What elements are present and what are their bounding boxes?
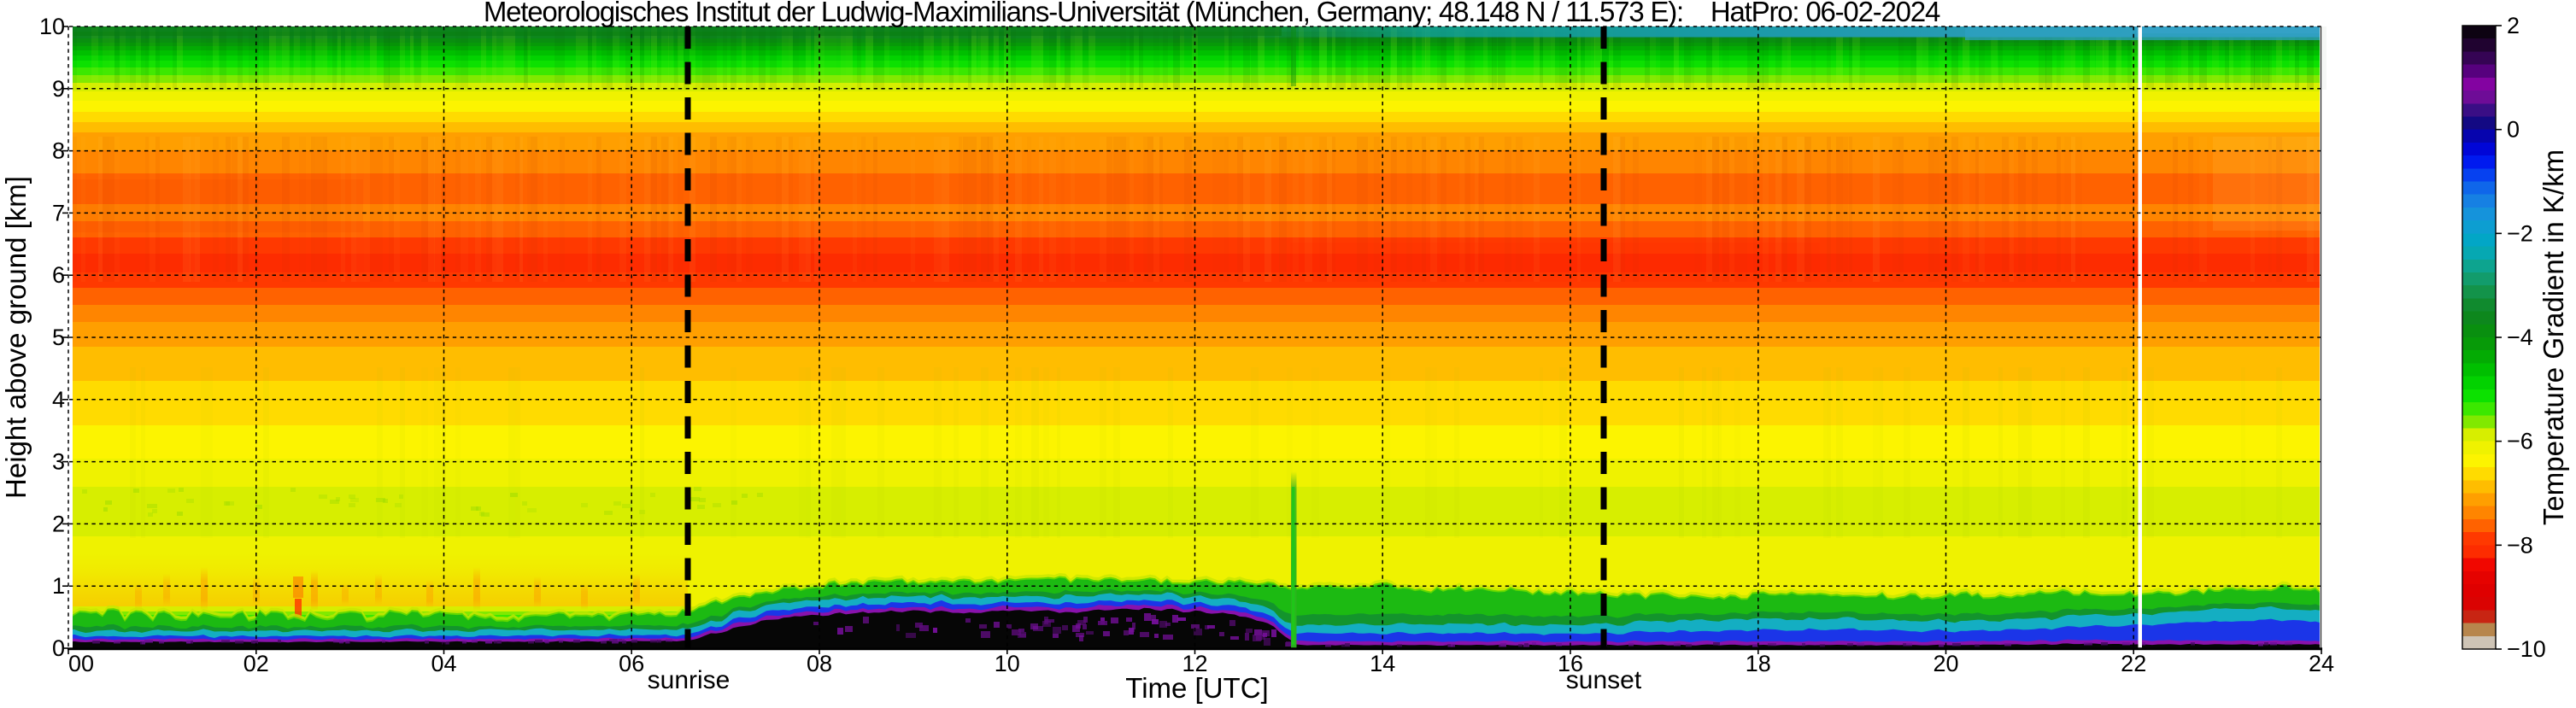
svg-text:6: 6	[52, 262, 65, 288]
svg-text:22: 22	[2121, 651, 2146, 676]
svg-text:Height above ground [km]: Height above ground [km]	[0, 176, 32, 499]
svg-text:10: 10	[39, 14, 65, 39]
svg-text:24: 24	[2309, 651, 2334, 676]
svg-text:8: 8	[52, 138, 65, 164]
svg-text:04: 04	[431, 651, 456, 676]
svg-text:20: 20	[1933, 651, 1958, 676]
svg-text:−8: −8	[2507, 532, 2533, 558]
svg-text:−4: −4	[2507, 325, 2533, 350]
svg-text:sunrise: sunrise	[648, 666, 731, 694]
svg-text:4: 4	[52, 387, 65, 413]
svg-text:9: 9	[52, 76, 65, 102]
svg-text:16: 16	[1558, 651, 1583, 676]
svg-text:06: 06	[619, 651, 644, 676]
svg-text:Meteorologisches Institut der: Meteorologisches Institut der Ludwig-Max…	[484, 0, 1940, 27]
svg-text:1: 1	[52, 573, 65, 599]
svg-text:Time [UTC]: Time [UTC]	[1125, 672, 1268, 704]
svg-text:14: 14	[1370, 651, 1395, 676]
svg-text:Temperature Gradient in K/km: Temperature Gradient in K/km	[2538, 149, 2569, 525]
svg-text:2: 2	[52, 511, 65, 536]
svg-text:sunset: sunset	[1566, 666, 1642, 694]
svg-text:3: 3	[52, 449, 65, 475]
svg-text:0: 0	[52, 635, 65, 661]
svg-text:18: 18	[1746, 651, 1771, 676]
svg-text:0: 0	[2507, 117, 2520, 143]
svg-text:00: 00	[68, 651, 94, 676]
svg-text:12: 12	[1182, 651, 1207, 676]
svg-text:7: 7	[52, 200, 65, 225]
svg-text:2: 2	[2507, 13, 2520, 38]
svg-text:−2: −2	[2507, 220, 2533, 246]
svg-text:−6: −6	[2507, 429, 2533, 454]
svg-text:10: 10	[995, 651, 1020, 676]
svg-text:5: 5	[52, 325, 65, 350]
svg-text:08: 08	[807, 651, 832, 676]
svg-text:02: 02	[244, 651, 269, 676]
svg-text:−10: −10	[2507, 636, 2546, 662]
